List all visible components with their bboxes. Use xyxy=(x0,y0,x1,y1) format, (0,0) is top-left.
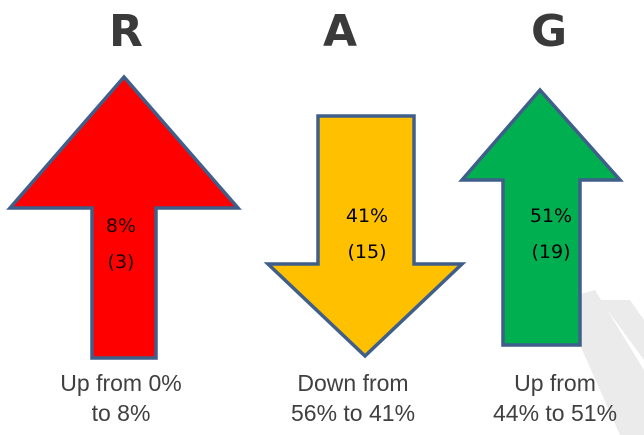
heading-a: A xyxy=(322,6,358,57)
rating-r-count: (3) xyxy=(107,251,135,273)
rating-a-caption: Down from 56% to 41% xyxy=(263,368,443,428)
up-arrow-icon xyxy=(458,87,624,347)
rating-g-count: (19) xyxy=(531,241,571,263)
heading-r: R xyxy=(109,6,143,57)
rating-g-percent: 51% xyxy=(529,205,573,227)
rating-g-caption-line2: 44% to 51% xyxy=(492,400,618,426)
rating-a-caption-line2: 56% to 41% xyxy=(290,400,416,426)
rating-a-count: (15) xyxy=(347,241,387,263)
rating-r-caption: Up from 0% to 8% xyxy=(31,368,211,428)
up-arrow-icon xyxy=(6,74,242,360)
rating-r-caption-line2: to 8% xyxy=(91,400,151,426)
decorative-shadow-streak xyxy=(600,300,644,360)
heading-g: G xyxy=(530,6,568,57)
rating-r-percent: 8% xyxy=(105,215,137,237)
rating-g-caption: Up from 44% to 51% xyxy=(465,368,644,428)
down-arrow-icon xyxy=(263,114,467,359)
rating-a-values: 41% (15) xyxy=(322,198,412,270)
rating-r-caption-line1: Up from 0% xyxy=(60,370,182,396)
rating-a-caption-line1: Down from xyxy=(297,370,409,396)
rating-g-caption-line1: Up from xyxy=(514,370,596,396)
rating-a-percent: 41% xyxy=(345,205,389,227)
rating-g-values: 51% (19) xyxy=(506,198,596,270)
rating-r-values: 8% (3) xyxy=(76,208,166,280)
